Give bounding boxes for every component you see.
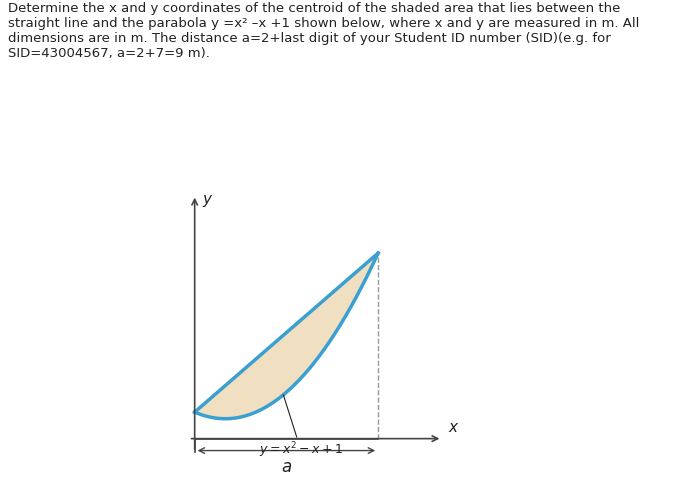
Text: $y = x^2 - x + 1$: $y = x^2 - x + 1$: [259, 395, 343, 459]
Polygon shape: [195, 253, 378, 419]
Text: x: x: [449, 420, 457, 434]
Text: a: a: [281, 458, 291, 476]
Text: Determine the x and y coordinates of the centroid of the shaded area that lies b: Determine the x and y coordinates of the…: [8, 2, 640, 60]
Text: y: y: [202, 192, 211, 207]
